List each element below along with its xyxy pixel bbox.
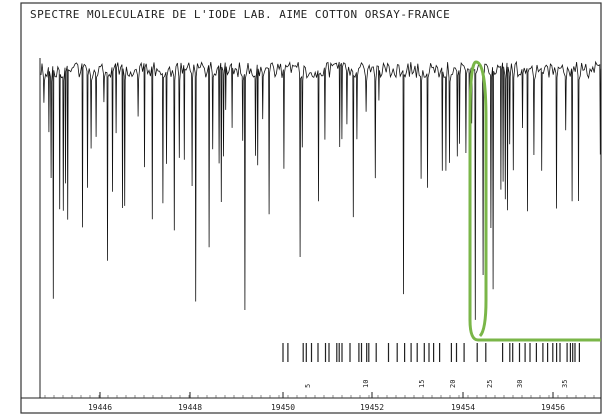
scale-labels: 19446 19448 19450 19452 19454 19456 5 10 15 20 25 3… — [44, 380, 595, 412]
scale-label: 19456 — [541, 403, 565, 412]
line-number: 20 — [449, 380, 457, 388]
scale-label: 19450 — [271, 403, 295, 412]
scale-label: 19454 — [451, 403, 475, 412]
highlight — [468, 60, 601, 342]
frame — [20, 2, 602, 414]
spectrum — [40, 60, 602, 320]
scale-label: 19452 — [360, 403, 384, 412]
line-number: 30 — [516, 380, 524, 388]
line-number: 25 — [486, 380, 494, 388]
line-number: 35 — [561, 380, 569, 388]
line-number: 15 — [418, 380, 426, 388]
spectrum-trace — [40, 60, 602, 320]
line-markers — [282, 343, 581, 362]
title: SPECTRE MOLECULAIRE DE L'IODE LAB. AIME … — [30, 8, 450, 21]
scale-label: 19448 — [178, 403, 202, 412]
scale-label: 19446 — [88, 403, 112, 412]
line-number: 10 — [362, 380, 370, 388]
line-number: 5 — [304, 384, 312, 388]
